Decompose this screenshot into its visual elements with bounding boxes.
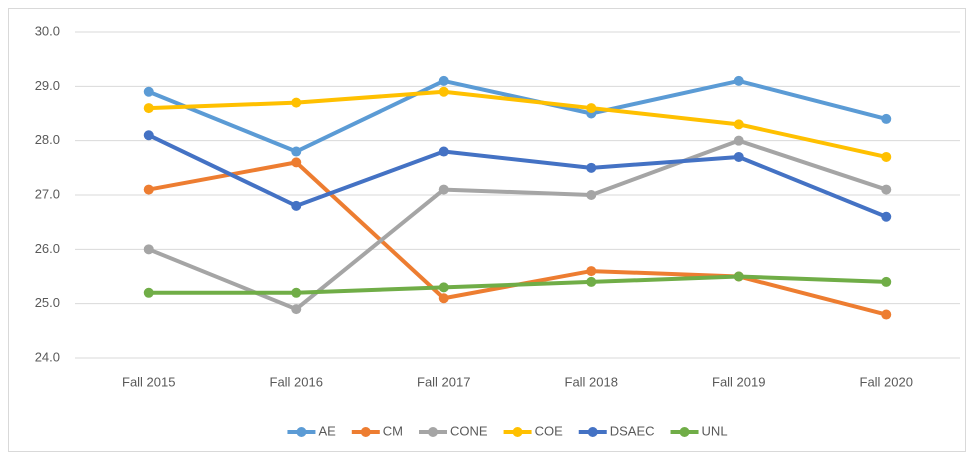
data-point xyxy=(881,309,892,320)
legend-swatch-marker xyxy=(428,427,439,437)
x-tick-label: Fall 2019 xyxy=(712,374,765,389)
data-point xyxy=(143,130,154,141)
data-point xyxy=(143,86,154,97)
data-point xyxy=(881,211,892,222)
data-point xyxy=(143,244,154,255)
legend-label: UNL xyxy=(702,423,728,438)
x-tick-label: Fall 2015 xyxy=(122,374,175,389)
data-point xyxy=(586,276,597,287)
legend-swatch-marker xyxy=(587,427,598,437)
data-point xyxy=(586,162,597,173)
legend-label: CONE xyxy=(450,423,488,438)
legend-swatch-marker xyxy=(679,427,690,437)
series-line xyxy=(146,89,889,159)
data-point xyxy=(291,97,302,108)
data-point xyxy=(733,151,744,162)
x-tick-label: Fall 2017 xyxy=(417,374,470,389)
data-point xyxy=(291,304,302,315)
chart-frame xyxy=(8,8,966,452)
legend-swatch-marker xyxy=(360,427,371,437)
data-point xyxy=(143,184,154,195)
legend-label: COE xyxy=(535,423,564,438)
y-tick-label: 29.0 xyxy=(35,78,60,93)
data-point xyxy=(733,135,744,146)
data-point xyxy=(143,103,154,114)
data-point xyxy=(438,86,449,97)
data-point xyxy=(881,184,892,195)
y-tick-label: 25.0 xyxy=(35,295,60,310)
data-point xyxy=(438,75,449,86)
data-point xyxy=(438,184,449,195)
y-tick-label: 28.0 xyxy=(35,132,60,147)
series-line xyxy=(146,133,889,219)
legend-label: DSAEC xyxy=(610,423,655,438)
data-point xyxy=(438,282,449,293)
data-point xyxy=(586,190,597,200)
series-line xyxy=(146,78,889,154)
y-tick-label: 27.0 xyxy=(35,186,60,201)
data-point xyxy=(733,75,744,86)
data-point xyxy=(143,287,154,298)
legend: AE CM CONE COE DSAEC UNL xyxy=(287,423,728,438)
data-point xyxy=(733,271,744,282)
legend-swatch-marker xyxy=(296,427,307,437)
data-point xyxy=(291,287,302,298)
y-tick-label: 24.0 xyxy=(35,349,60,364)
x-tick-label: Fall 2018 xyxy=(565,374,618,389)
y-tick-label: 30.0 xyxy=(35,23,60,38)
data-point xyxy=(881,151,892,162)
legend-label: AE xyxy=(318,423,336,438)
data-point xyxy=(438,293,449,304)
series-line xyxy=(146,274,889,295)
data-point xyxy=(291,146,302,157)
legend-label: CM xyxy=(383,423,403,438)
series-line xyxy=(146,138,889,312)
x-tick-label: Fall 2016 xyxy=(270,374,323,389)
data-point xyxy=(438,146,449,157)
data-point xyxy=(733,119,744,130)
y-tick-label: 26.0 xyxy=(35,241,60,256)
x-tick-label: Fall 2020 xyxy=(860,374,913,389)
data-point xyxy=(291,157,302,168)
data-point xyxy=(586,266,597,277)
legend-swatch-marker xyxy=(512,427,523,437)
data-point xyxy=(291,200,302,211)
data-point xyxy=(586,103,597,114)
data-point xyxy=(881,113,892,124)
data-point xyxy=(881,276,892,287)
